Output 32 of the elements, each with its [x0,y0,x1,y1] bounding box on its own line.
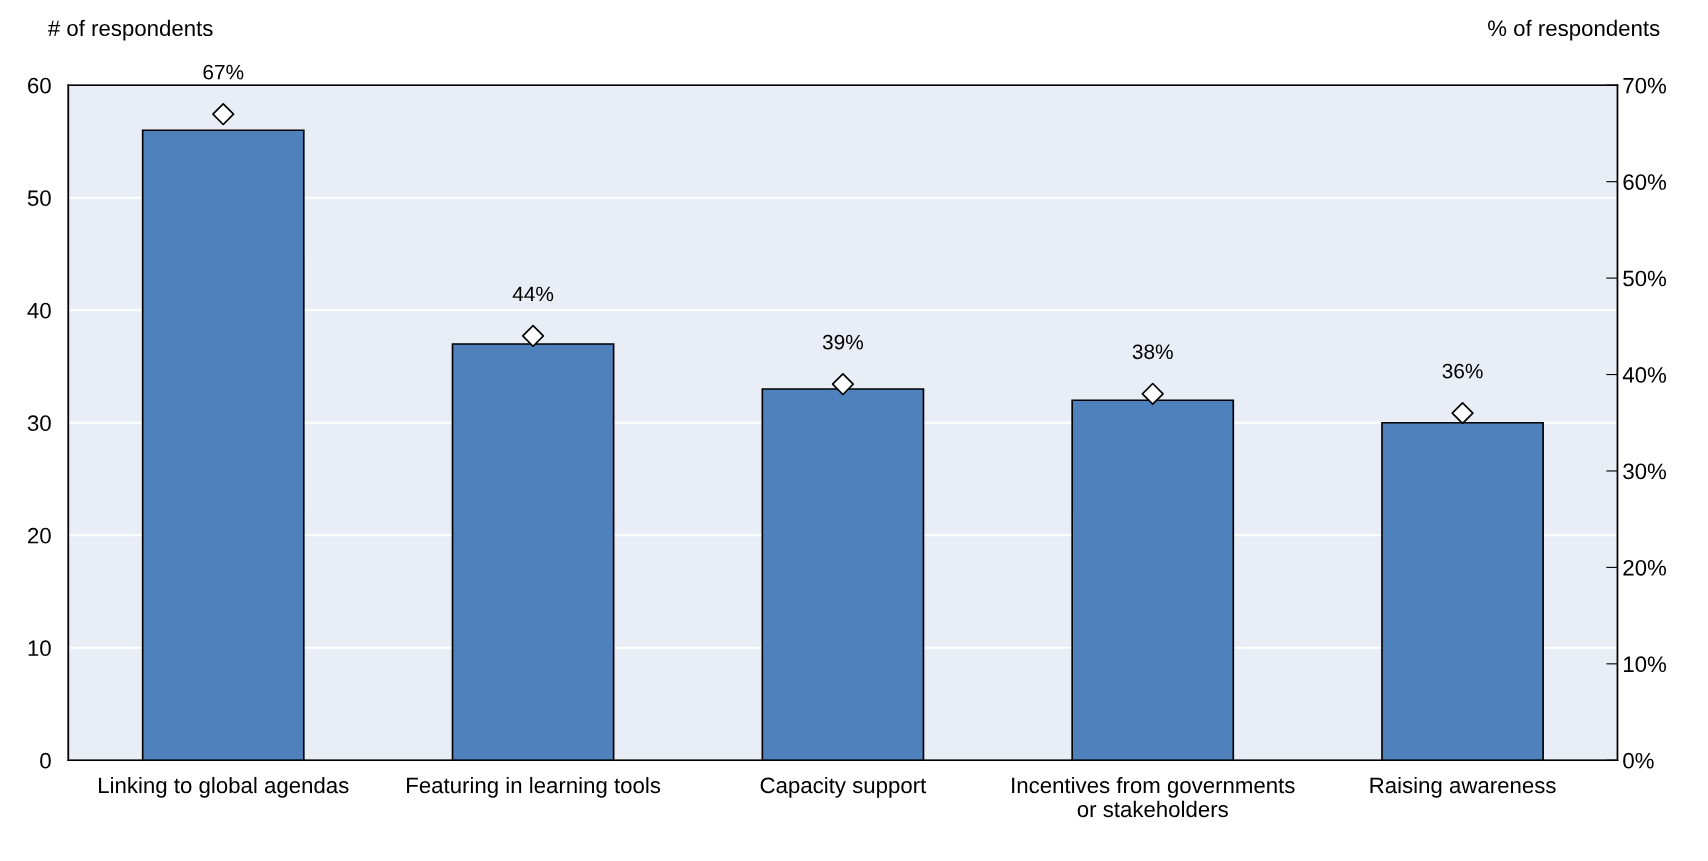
y2-tick-label: 50% [1623,270,1667,287]
y-tick-label: 0 [40,752,51,769]
y-tick-label: 30 [27,415,51,432]
point [521,324,545,348]
x-tick-label: Featuring in learning tools [407,776,661,798]
y-tick-label: 40 [27,302,51,319]
x-tick-label: Incentives from governments or stakeholders [1012,776,1295,818]
y2-tick-label: 10% [1624,656,1667,673]
data-label: 39% [822,334,864,350]
point [212,103,235,126]
x-tick-label: Linking to global agendas [99,776,349,798]
y2-axis-title: % of respondents [1488,19,1660,41]
y2-tick-label: 30% [1623,463,1667,480]
y-tick-label: 50 [27,190,51,207]
point [1141,382,1164,405]
y2-tick-label: 0% [1623,752,1654,769]
data-label: 44% [512,286,554,302]
y-tick-label: 20 [28,527,51,544]
y2-tick-label: 70% [1623,77,1667,94]
data-label: 67% [203,64,244,80]
data-label: 36% [1442,363,1483,379]
point [831,373,855,396]
x-tick-label: Capacity support [760,776,927,798]
point [1451,401,1474,425]
x-tick-label: Raising awareness [1370,776,1556,798]
y-tick-label: 10 [28,640,51,657]
y-tick-label: 60 [28,77,51,94]
y-axis-title: # of respondents [47,19,213,41]
y2-tick-label: 60% [1623,174,1667,190]
y2-tick-label: 40% [1622,367,1667,383]
data-label: 38% [1132,344,1173,360]
y2-tick-label: 20% [1623,559,1667,576]
